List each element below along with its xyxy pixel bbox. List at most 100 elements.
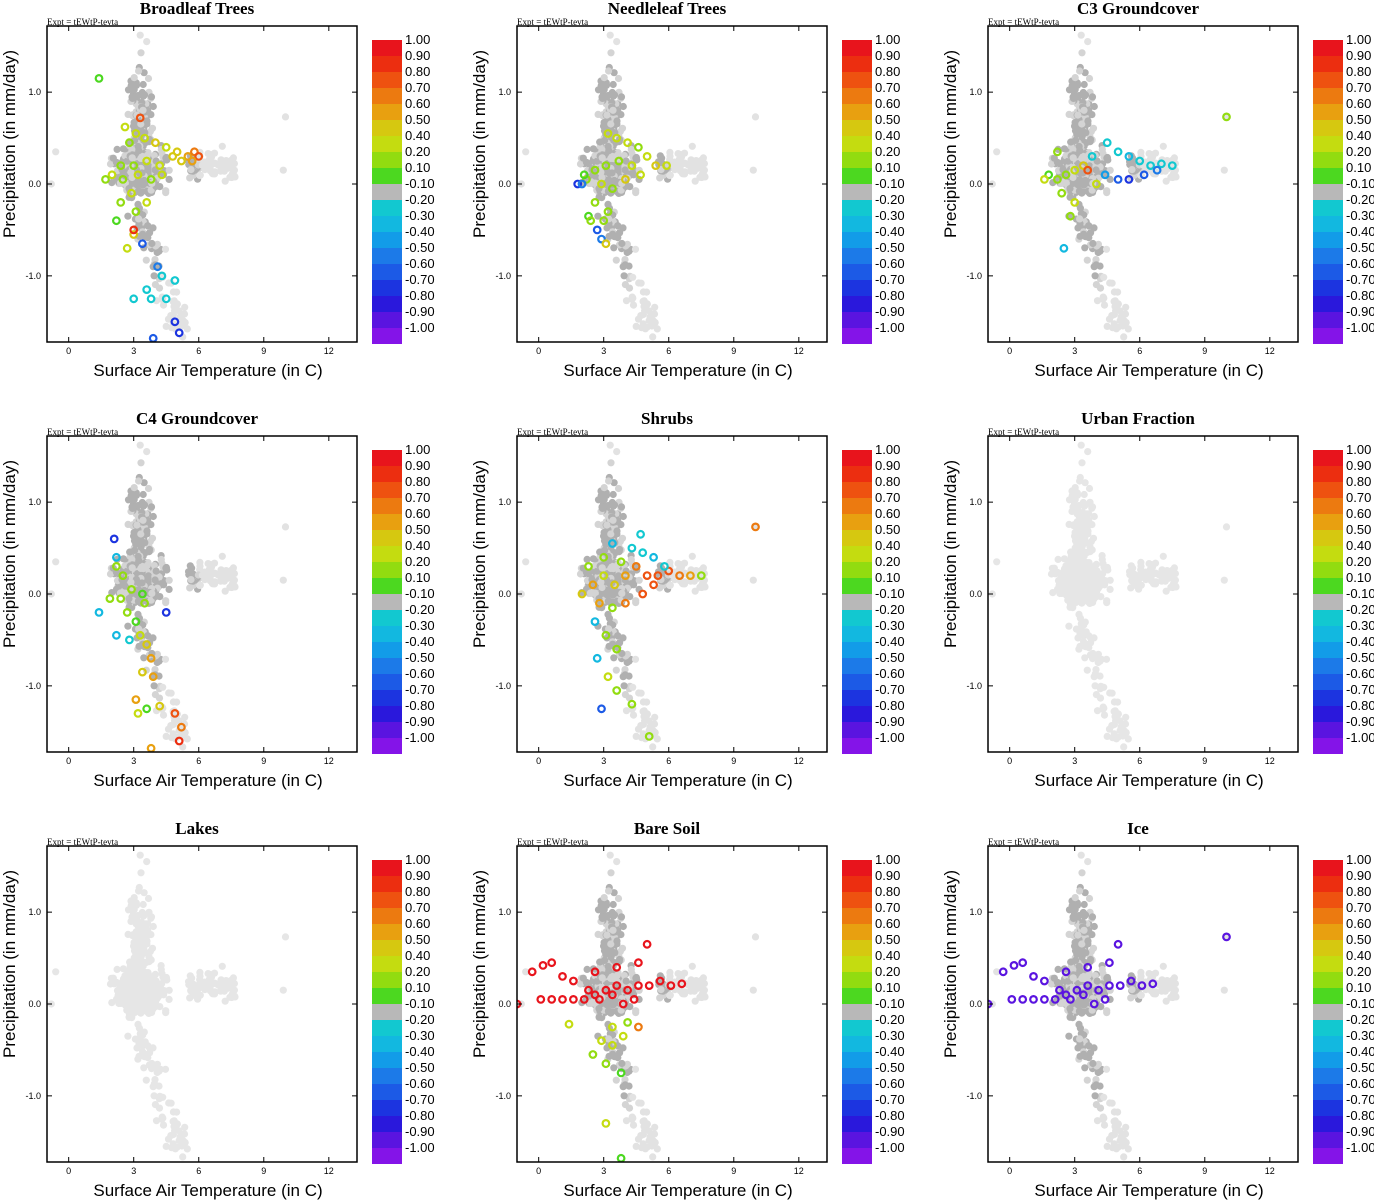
colorbar-swatch — [842, 104, 872, 120]
background-point — [1088, 93, 1097, 101]
colorbar-label: -0.50 — [875, 240, 905, 255]
background-point — [1071, 484, 1079, 492]
colorbar-label: -0.10 — [875, 176, 905, 191]
background-point — [221, 587, 229, 595]
background-point — [142, 256, 150, 264]
data-point — [595, 598, 604, 608]
data-point — [129, 294, 139, 304]
background-point — [151, 576, 159, 584]
background-point — [217, 577, 225, 585]
data-point — [1078, 161, 1088, 171]
colorbar-swatch — [372, 136, 402, 152]
background-point — [635, 576, 643, 584]
background-point — [1066, 603, 1074, 611]
background-point — [605, 169, 613, 177]
background-points — [988, 441, 1231, 751]
background-point — [751, 113, 760, 121]
background-point — [130, 86, 138, 94]
colorbar-swatch — [842, 40, 872, 56]
colorbar-label: -0.90 — [1346, 304, 1374, 319]
colorbar-label: 0.20 — [405, 554, 430, 569]
colorbar-label: -0.20 — [1346, 192, 1374, 207]
background-point — [1137, 558, 1145, 567]
background-point — [616, 545, 624, 554]
background-point — [162, 732, 170, 741]
colorbar-label: 0.70 — [875, 80, 900, 95]
background-point — [620, 682, 628, 690]
background-point — [1105, 725, 1114, 733]
background-point — [196, 968, 204, 977]
background-point — [139, 1050, 147, 1058]
background-point — [609, 516, 617, 524]
background-point — [1103, 153, 1111, 162]
data-point — [105, 594, 115, 603]
colorbar-label: -0.60 — [405, 256, 435, 271]
colorbar-swatch — [842, 594, 872, 610]
data-point — [157, 271, 167, 281]
data-point — [174, 328, 184, 338]
x-tick-label: 0 — [66, 346, 71, 356]
background-point — [162, 563, 170, 572]
background-point — [618, 124, 627, 132]
background-point — [586, 589, 595, 597]
background-point — [651, 319, 659, 327]
colorbar-label: -0.80 — [1346, 288, 1374, 303]
x-axis-label: Surface Air Temperature (in C) — [93, 361, 322, 380]
colorbar-label: -0.80 — [1346, 698, 1374, 713]
data-point — [1156, 159, 1166, 169]
background-point — [151, 1076, 159, 1084]
colorbar-swatch — [1313, 722, 1343, 738]
background-point — [135, 147, 143, 155]
background-point — [1081, 479, 1089, 487]
background-point — [605, 67, 613, 75]
colorbar-swatch — [1313, 264, 1343, 280]
data-point — [627, 699, 637, 709]
data-point — [612, 133, 622, 143]
colorbar-label: 0.80 — [1346, 64, 1371, 79]
x-tick-label: 0 — [1007, 756, 1012, 766]
colorbar-label: -0.10 — [875, 586, 905, 601]
background-point — [135, 67, 143, 75]
background-point — [136, 31, 144, 39]
background-point — [1083, 666, 1091, 674]
data-point — [610, 580, 619, 590]
colorbar-label: 0.20 — [875, 554, 900, 569]
colorbar-label: 0.60 — [405, 96, 430, 111]
background-point — [155, 1104, 164, 1112]
background-point — [1124, 735, 1132, 743]
colorbar-swatch — [372, 562, 402, 578]
data-point — [636, 529, 645, 539]
data-point — [109, 534, 119, 544]
background-point — [139, 92, 147, 100]
data-point — [1083, 165, 1093, 175]
background-point — [1093, 567, 1101, 575]
background-point — [1094, 248, 1102, 257]
colorbar-label: 0.40 — [1346, 128, 1371, 143]
colorbar-swatch — [842, 658, 872, 674]
colorbar-swatch — [1313, 120, 1343, 136]
background-point — [993, 148, 1001, 156]
data-point — [1135, 156, 1145, 166]
background-point — [135, 557, 143, 565]
colorbar-swatch — [1313, 738, 1343, 754]
colorbar-swatch — [842, 482, 872, 498]
background-point — [162, 187, 170, 195]
colorbar-swatch — [842, 168, 872, 184]
data-point — [1044, 170, 1054, 180]
background-point — [161, 245, 170, 253]
background-point — [1120, 743, 1128, 751]
background-point — [1102, 245, 1111, 253]
data-point — [627, 543, 637, 553]
background-point — [1153, 570, 1161, 578]
x-tick-label: 9 — [261, 756, 266, 766]
data-point — [107, 170, 117, 180]
y-tick-label: 1.0 — [28, 87, 41, 97]
background-point — [146, 545, 154, 554]
colorbar-label: 0.70 — [405, 80, 430, 95]
background-point — [629, 273, 637, 281]
y-tick-label: -1.0 — [25, 271, 41, 281]
colorbar-swatch — [1313, 658, 1343, 674]
background-point — [1080, 640, 1088, 648]
background-point — [1057, 589, 1065, 597]
colorbar-swatch — [1313, 168, 1343, 184]
